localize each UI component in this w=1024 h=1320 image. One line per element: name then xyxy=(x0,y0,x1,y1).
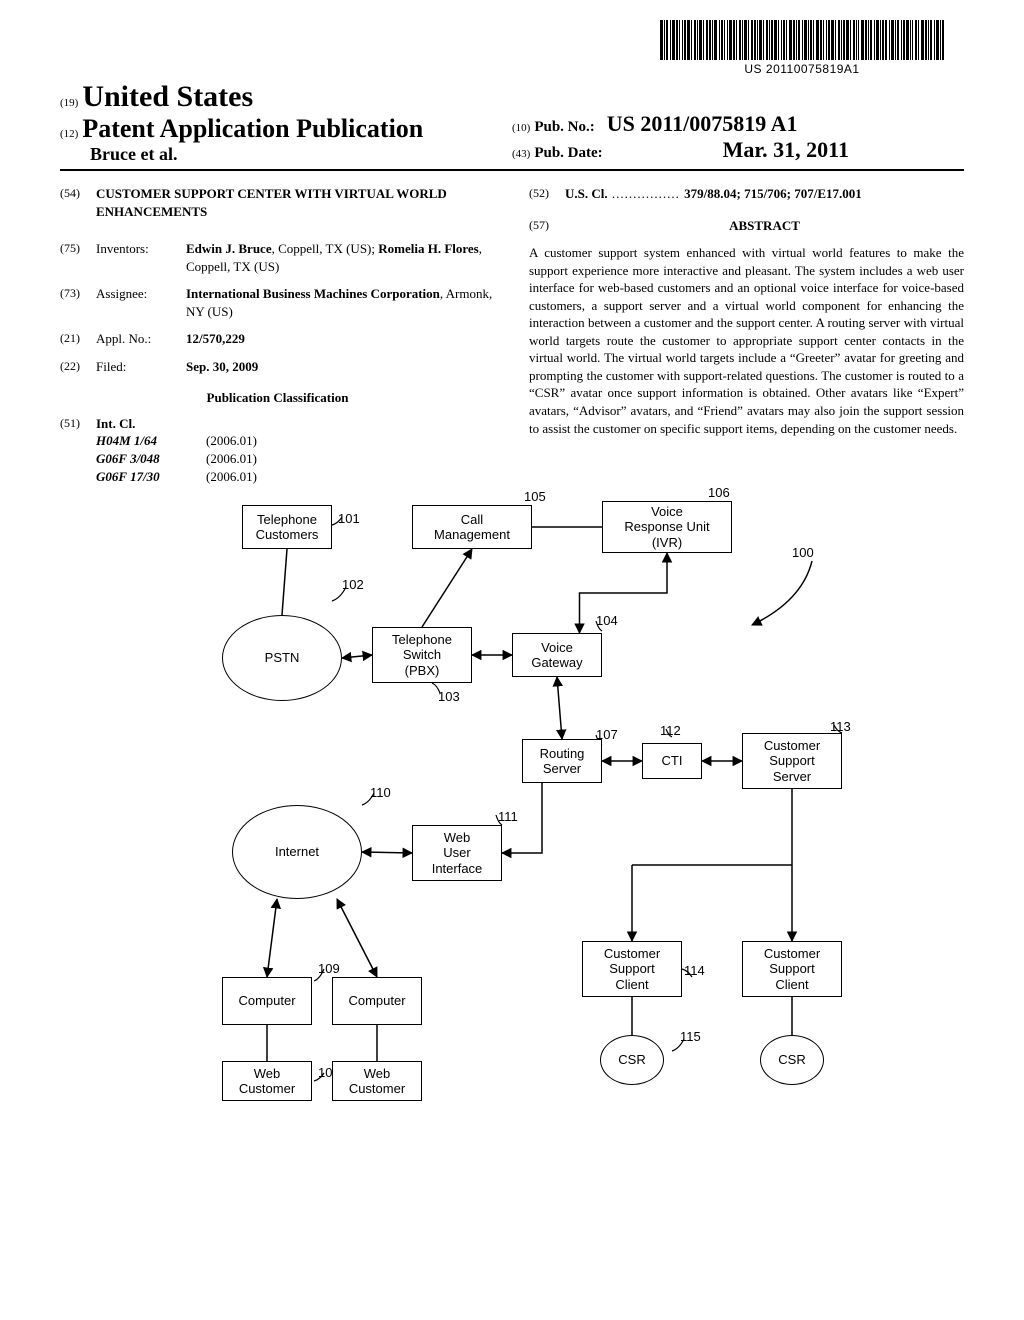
header-left: (19) United States (12) Patent Applicati… xyxy=(60,80,512,165)
node-comp2: Computer xyxy=(332,977,422,1025)
uscl-line: U.S. Cl. ................ 379/88.04; 715… xyxy=(565,185,964,203)
barcode-text: US 20110075819A1 xyxy=(660,62,944,76)
ref-104: 104 xyxy=(596,613,618,628)
node-csc2: CustomerSupportClient xyxy=(742,941,842,997)
pub-type: Patent Application Publication xyxy=(82,114,423,143)
n52: (52) xyxy=(529,185,565,203)
node-css: CustomerSupportServer xyxy=(742,733,842,789)
inventor-1: Edwin J. Bruce xyxy=(186,241,272,256)
ref-112: 112 xyxy=(660,723,681,738)
ref-115: 115 xyxy=(680,1029,701,1044)
left-column: (54) CUSTOMER SUPPORT CENTER WITH VIRTUA… xyxy=(60,185,495,487)
node-pstn: PSTN xyxy=(222,615,342,701)
appl-no: 12/570,229 xyxy=(186,331,245,346)
n54: (54) xyxy=(60,185,96,220)
node-web1: WebCustomer xyxy=(222,1061,312,1101)
code-43: (43) xyxy=(512,148,530,160)
abstract-text: A customer support system enhanced with … xyxy=(529,244,964,437)
pubdate: Mar. 31, 2011 xyxy=(723,137,849,162)
node-csc1: CustomerSupportClient xyxy=(582,941,682,997)
authors: Bruce et al. xyxy=(90,144,177,164)
node-cti: CTI xyxy=(642,743,702,779)
code-10: (10) xyxy=(512,122,530,134)
code-19: (19) xyxy=(60,97,78,109)
barcode-block: US 20110075819A1 xyxy=(660,20,944,76)
node-csr1: CSR xyxy=(600,1035,664,1085)
n57: (57) xyxy=(529,217,565,241)
intcl-label: Int. Cl. xyxy=(96,415,495,433)
intcl-row: G06F 17/30(2006.01) xyxy=(96,468,495,486)
ref-113: 113 xyxy=(830,719,851,734)
inventor-2: Romelia H. Flores xyxy=(378,241,479,256)
intcl-row: H04M 1/64(2006.01) xyxy=(96,432,495,450)
pubdate-label: Pub. Date: xyxy=(534,145,602,161)
ref-105: 105 xyxy=(524,489,546,504)
ref-111: 111 xyxy=(498,809,518,824)
node-routing: RoutingServer xyxy=(522,739,602,783)
ref-103: 103 xyxy=(438,689,460,704)
n21: (21) xyxy=(60,330,96,348)
uscl-dots: ................ xyxy=(608,186,685,201)
abstract-heading: ABSTRACT xyxy=(565,217,964,235)
country: United States xyxy=(82,80,253,113)
ref-110: 110 xyxy=(370,785,391,800)
pub-classification-heading: Publication Classification xyxy=(60,389,495,407)
n75: (75) xyxy=(60,240,96,275)
intcl-list: H04M 1/64(2006.01)G06F 3/048(2006.01)G06… xyxy=(96,432,495,485)
ref-101: 101 xyxy=(338,511,360,526)
inventors-value: Edwin J. Bruce, Coppell, TX (US); Romeli… xyxy=(186,240,495,275)
filed-value: Sep. 30, 2009 xyxy=(186,358,495,376)
ref-114: 114 xyxy=(684,963,705,978)
header-right: (10) Pub. No.: US 2011/0075819 A1 (43) P… xyxy=(512,111,964,165)
node-comp1: Computer xyxy=(222,977,312,1025)
ref-106: 106 xyxy=(708,485,730,500)
node-internet: Internet xyxy=(232,805,362,899)
node-pbx: TelephoneSwitch(PBX) xyxy=(372,627,472,683)
uscl-label: U.S. Cl. xyxy=(565,186,608,201)
pubno: US 2011/0075819 A1 xyxy=(607,111,798,136)
pubno-label: Pub. No.: xyxy=(534,119,594,135)
node-telCust: TelephoneCustomers xyxy=(242,505,332,549)
code-12: (12) xyxy=(60,128,78,140)
invention-title: CUSTOMER SUPPORT CENTER WITH VIRTUAL WOR… xyxy=(96,185,495,220)
node-callMgmt: CallManagement xyxy=(412,505,532,549)
intcl-row: G06F 3/048(2006.01) xyxy=(96,450,495,468)
node-wui: WebUserInterface xyxy=(412,825,502,881)
node-vgw: VoiceGateway xyxy=(512,633,602,677)
inventor-1-loc: , Coppell, TX (US); xyxy=(272,241,375,256)
barcode-bars xyxy=(660,20,944,60)
assignee-name: International Business Machines Corporat… xyxy=(186,286,440,301)
figure-diagram: TelephoneCustomers101CallManagement105Vo… xyxy=(132,505,892,1145)
filed-date: Sep. 30, 2009 xyxy=(186,359,258,374)
filed-label: Filed: xyxy=(96,358,186,376)
ref-100: 100 xyxy=(792,545,814,560)
inventors-label: Inventors: xyxy=(96,240,186,275)
ref-109: 109 xyxy=(318,961,340,976)
header-rule xyxy=(60,169,964,171)
assignee-label: Assignee: xyxy=(96,285,186,320)
biblio-columns: (54) CUSTOMER SUPPORT CENTER WITH VIRTUA… xyxy=(60,185,964,487)
n51: (51) xyxy=(60,415,96,485)
n73: (73) xyxy=(60,285,96,320)
uscl-value: 379/88.04; 715/706; 707/E17.001 xyxy=(684,186,862,201)
right-column: (52) U.S. Cl. ................ 379/88.04… xyxy=(529,185,964,487)
n22: (22) xyxy=(60,358,96,376)
appl-label: Appl. No.: xyxy=(96,330,186,348)
node-ivr: VoiceResponse Unit(IVR) xyxy=(602,501,732,553)
document-header: (19) United States (12) Patent Applicati… xyxy=(60,80,964,165)
assignee-value: International Business Machines Corporat… xyxy=(186,285,495,320)
node-csr2: CSR xyxy=(760,1035,824,1085)
ref-102: 102 xyxy=(342,577,364,592)
ref-107: 107 xyxy=(596,727,618,742)
node-web2: WebCustomer xyxy=(332,1061,422,1101)
appl-value: 12/570,229 xyxy=(186,330,495,348)
